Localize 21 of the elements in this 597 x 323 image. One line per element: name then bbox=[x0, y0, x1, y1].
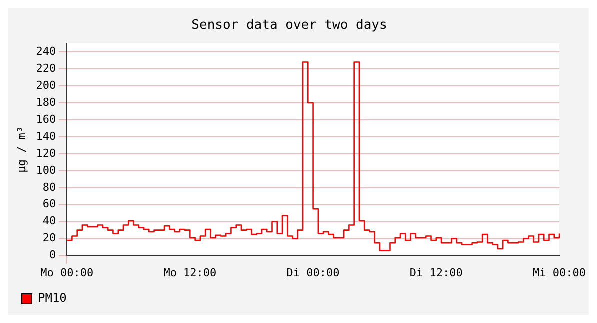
y-tick-label: 60 bbox=[42, 198, 56, 211]
y-tick-label: 160 bbox=[36, 112, 56, 126]
y-tick-label: 20 bbox=[42, 232, 56, 245]
x-tick-label: Di 12:00 bbox=[410, 266, 463, 280]
legend-label: PM10 bbox=[38, 291, 67, 306]
y-tick-label: 80 bbox=[42, 180, 56, 194]
x-tick-label: Mi 00:00 bbox=[533, 266, 586, 280]
x-tick-label: Mo 00:00 bbox=[40, 266, 94, 280]
y-tick-label: 140 bbox=[36, 130, 56, 143]
y-tick-label: 100 bbox=[36, 164, 56, 177]
y-tick-label: 200 bbox=[36, 78, 56, 92]
y-tick-label: 220 bbox=[36, 62, 56, 75]
y-tick-label: 0 bbox=[49, 248, 56, 262]
y-axis-title: µg / m³ bbox=[15, 126, 28, 173]
chart-title: Sensor data over two days bbox=[192, 18, 388, 34]
x-tick-label: Di 00:00 bbox=[286, 266, 340, 280]
y-tick-label: 180 bbox=[36, 96, 56, 109]
x-tick-label: Mo 12:00 bbox=[164, 266, 217, 280]
y-tick-label: 120 bbox=[36, 146, 56, 160]
y-tick-label: 240 bbox=[36, 44, 56, 58]
y-tick-label: 40 bbox=[42, 214, 56, 228]
